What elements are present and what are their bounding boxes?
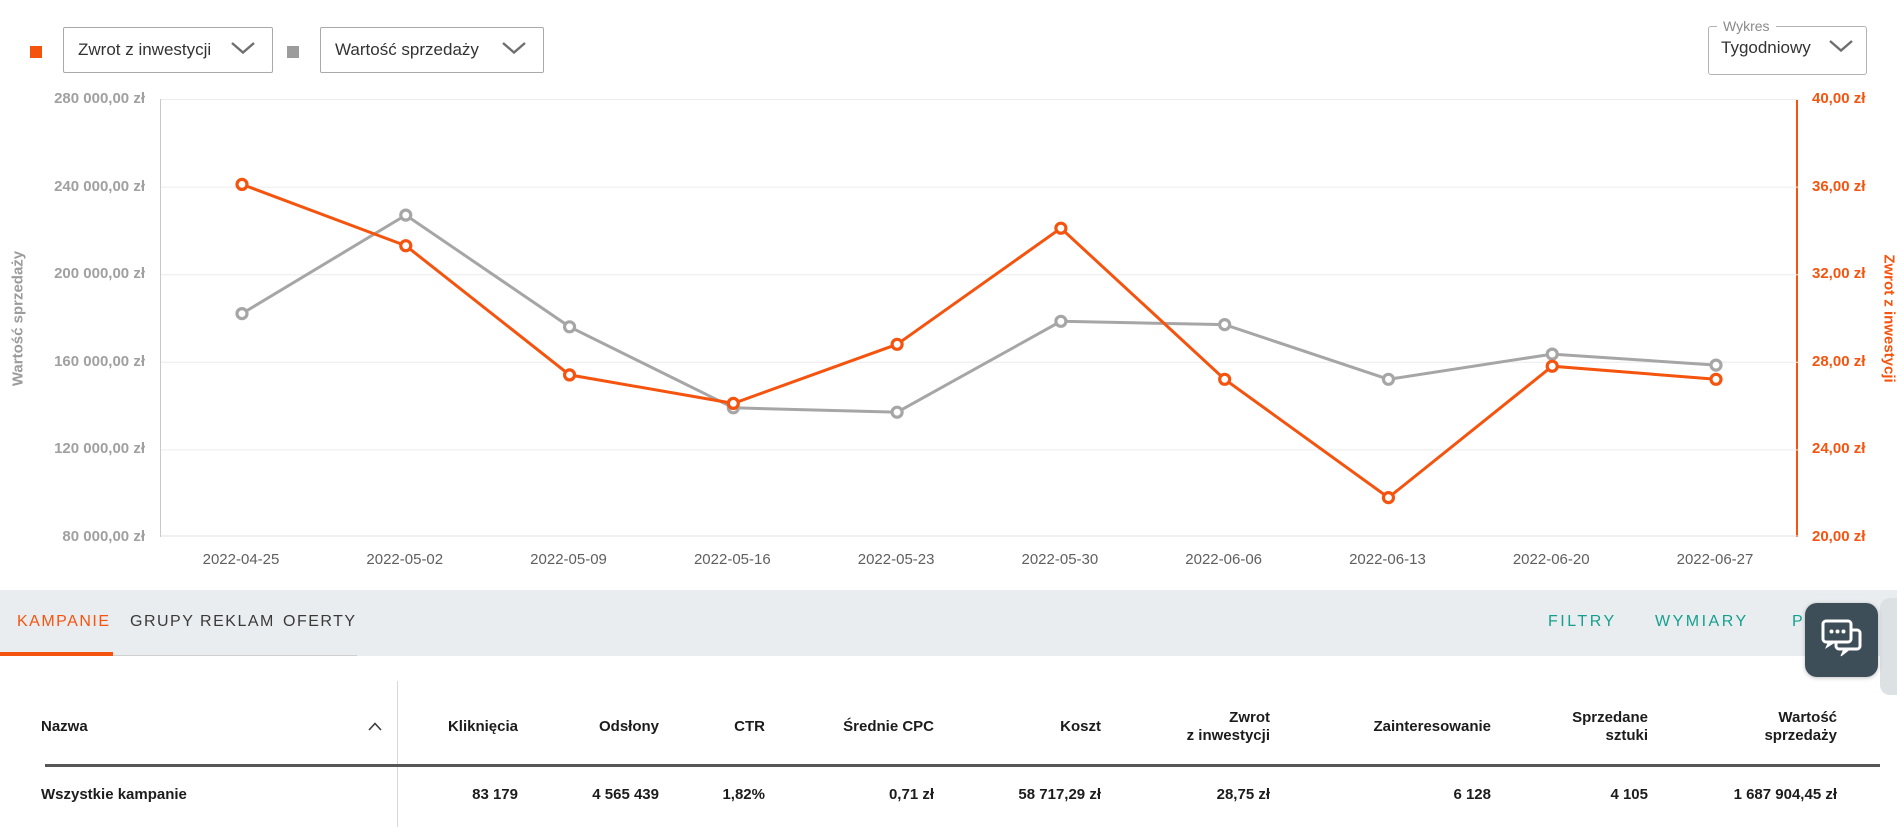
sort-ascending-icon	[367, 718, 383, 736]
data-point-marker[interactable]	[1545, 359, 1559, 373]
data-point-marker[interactable]	[1054, 314, 1068, 328]
metric-select-sales[interactable]: Wartość sprzedaży	[320, 27, 544, 73]
data-point-marker[interactable]	[890, 337, 904, 351]
right-axis-tick: 24,00 zł	[1812, 440, 1866, 458]
table-header-name[interactable]: Nazwa	[41, 692, 383, 762]
table-header-metric[interactable]: Kliknięcia	[447, 718, 518, 735]
dimensions-button[interactable]: WYMIARY	[1655, 613, 1749, 630]
row-metric-cell: 28,75 zł	[1216, 786, 1270, 803]
row-metric-cell: 1 687 904,45 zł	[1733, 786, 1837, 803]
x-axis-label: 2022-05-02	[366, 551, 444, 568]
table-header-metric[interactable]: Zwrot z inwestycji	[1186, 709, 1270, 744]
left-axis-tick: 280 000,00 zł	[54, 90, 145, 107]
table-header-metric[interactable]: Zainteresowanie	[1373, 718, 1491, 735]
right-axis-title: Zwrot z inwestycji	[1880, 254, 1897, 383]
row-metric-cell: 0,71 zł	[888, 786, 934, 803]
chart-period-fieldset: Wykres Tygodniowy	[1708, 18, 1867, 75]
data-point-marker[interactable]	[1545, 347, 1559, 361]
x-axis-label: 2022-05-09	[530, 551, 607, 568]
row-metric-cell: 4 565 439	[592, 786, 659, 803]
tab-grupy-reklam[interactable]: GRUPY REKLAM	[130, 613, 275, 630]
filters-button[interactable]: FILTRY	[1548, 613, 1617, 630]
data-point-marker[interactable]	[1709, 358, 1723, 372]
right-axis-tick: 28,00 zł	[1812, 352, 1866, 370]
left-axis-tick: 240 000,00 zł	[54, 177, 145, 195]
left-axis-title: Wartość sprzedaży	[9, 250, 27, 387]
left-axis-tick: 200 000,00 zł	[54, 265, 145, 283]
tab-group-border	[113, 655, 357, 656]
chevron-down-icon	[230, 40, 256, 60]
table-header-metric[interactable]: CTR	[734, 718, 765, 735]
series-line-right	[241, 182, 1717, 500]
row-metric-cell: 1,82%	[722, 786, 765, 803]
row-metric-cell: 83 179	[472, 786, 518, 803]
x-axis-label: 2022-04-25	[202, 551, 280, 568]
data-point-marker[interactable]	[1381, 372, 1396, 386]
row-metric-cell: 4 105	[1610, 786, 1648, 803]
chart-plot	[160, 99, 1799, 537]
table-header-metric[interactable]: Sprzedane sztuki	[1572, 709, 1648, 744]
legend-swatch-sales	[287, 46, 299, 58]
data-point-marker[interactable]	[1054, 221, 1068, 235]
chart-period-label: Wykres	[1723, 18, 1770, 34]
chevron-down-icon	[501, 40, 527, 60]
table-header-metric[interactable]: Koszt	[1060, 718, 1101, 735]
chat-icon	[1819, 617, 1865, 664]
left-axis-tick: 80 000,00 zł	[62, 528, 145, 545]
right-axis-tick: 32,00 zł	[1812, 265, 1866, 283]
x-axis-label: 2022-06-27	[1676, 551, 1754, 568]
header-divider	[45, 764, 1880, 767]
table-header-metric[interactable]: Średnie CPC	[843, 718, 934, 735]
column-label: Nazwa	[41, 718, 88, 735]
metric-select-roi-value: Zwrot z inwestycji	[78, 40, 212, 59]
data-point-marker[interactable]	[726, 396, 740, 410]
row-metric-cell: 58 717,29 zł	[1018, 786, 1101, 803]
data-point-marker[interactable]	[562, 320, 577, 334]
x-axis-label: 2022-05-30	[1021, 551, 1099, 568]
right-axis-tick: 36,00 zł	[1812, 177, 1866, 195]
x-axis-label: 2022-06-06	[1185, 551, 1263, 568]
active-tab-underline	[0, 652, 113, 656]
left-axis-tick: 120 000,00 zł	[54, 440, 145, 458]
table-header-metric[interactable]: Wartość sprzedaży	[1764, 709, 1837, 744]
metric-select-roi[interactable]: Zwrot z inwestycji	[63, 27, 273, 73]
tab-oferty[interactable]: OFERTY	[283, 613, 357, 630]
data-point-marker[interactable]	[1709, 372, 1723, 386]
chat-button[interactable]	[1805, 603, 1878, 677]
chevron-down-icon	[1828, 38, 1854, 58]
row-metric-cell: 6 128	[1453, 786, 1491, 803]
tab-kampanie[interactable]: KAMPANIE	[17, 613, 111, 630]
x-axis-label: 2022-06-13	[1349, 551, 1426, 568]
data-point-marker[interactable]	[235, 177, 249, 192]
column-separator	[397, 681, 398, 827]
scrollbar-thumb[interactable]	[1880, 598, 1897, 695]
data-point-marker[interactable]	[1218, 318, 1232, 332]
data-point-marker[interactable]	[1381, 491, 1396, 505]
series-line-left	[241, 213, 1717, 414]
left-axis-tick: 160 000,00 zł	[54, 352, 145, 370]
data-point-marker[interactable]	[399, 239, 413, 253]
x-axis-label: 2022-06-20	[1512, 551, 1590, 568]
download-button-partial[interactable]: P	[1792, 613, 1806, 630]
x-axis-label: 2022-05-16	[693, 551, 771, 568]
metric-select-sales-value: Wartość sprzedaży	[335, 40, 479, 59]
chart-period-value: Tygodniowy	[1721, 38, 1811, 57]
tab-bar: KAMPANIE GRUPY REKLAM OFERTY FILTRY WYMI…	[0, 590, 1897, 656]
data-point-marker[interactable]	[562, 368, 577, 382]
data-point-marker[interactable]	[399, 208, 413, 222]
legend-swatch-roi	[30, 46, 42, 58]
data-point-marker[interactable]	[890, 405, 904, 419]
x-axis-label: 2022-05-23	[857, 551, 935, 568]
right-axis-tick: 40,00 zł	[1812, 90, 1866, 107]
chart-period-select[interactable]: Tygodniowy	[1719, 36, 1856, 58]
right-axis-tick: 20,00 zł	[1812, 528, 1866, 545]
data-point-marker[interactable]	[235, 307, 249, 321]
data-point-marker[interactable]	[1218, 372, 1232, 386]
row-name-cell: Wszystkie kampanie	[41, 786, 187, 803]
table-header-metric[interactable]: Odsłony	[598, 718, 659, 735]
